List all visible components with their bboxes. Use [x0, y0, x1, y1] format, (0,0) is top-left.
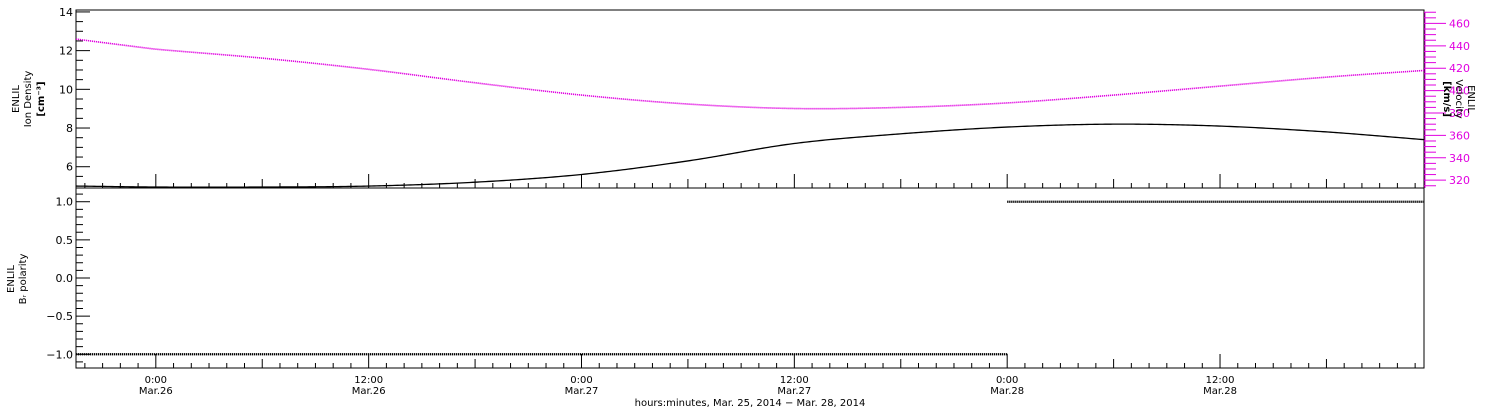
velocity-tick-label: 400 — [1449, 85, 1470, 98]
time-tick-label: 0:00 — [996, 375, 1018, 386]
time-tick-label: 12:00 — [354, 375, 383, 386]
velocity-tick-label: 320 — [1449, 174, 1470, 187]
date-tick-label: Mar.28 — [1203, 386, 1237, 397]
velocity-tick-label: 420 — [1449, 62, 1470, 75]
bottom-panel-frame — [75, 187, 1425, 369]
date-tick-label: Mar.27 — [777, 386, 811, 397]
density-series-line — [75, 123, 1425, 188]
velocity-tick-label: 360 — [1449, 129, 1470, 142]
top-right-axis: 320 340 360 380 400 420 440 460 — [1424, 11, 1470, 188]
density-tick-label: 6 — [66, 161, 73, 174]
bottom-left-axis: −1.0 −0.5 0.0 0.5 1.0 — [46, 193, 90, 363]
velocity-tick-label: 340 — [1449, 152, 1470, 165]
time-axis: 0:00Mar.2612:00Mar.260:00Mar.2712:00Mar.… — [84, 174, 1416, 397]
date-tick-label: Mar.27 — [565, 386, 599, 397]
density-axis-label-unit: [cm⁻³] — [36, 81, 47, 116]
polarity-tick-label: −0.5 — [46, 310, 73, 323]
polarity-axis-label-line1: ENLIL — [6, 265, 17, 293]
time-tick-label: 0:00 — [570, 375, 592, 386]
time-axis-title: hours:minutes, Mar. 25, 2014 − Mar. 28, … — [635, 398, 866, 409]
polarity-tick-label: 1.0 — [56, 196, 74, 209]
date-tick-label: Mar.26 — [352, 386, 386, 397]
density-tick-label: 12 — [59, 45, 73, 58]
velocity-tick-label: 380 — [1449, 107, 1470, 120]
velocity-axis-label-line1: ENLIL — [1465, 85, 1476, 113]
time-tick-label: 12:00 — [1206, 375, 1235, 386]
density-axis-label-line2: Ion Density — [23, 71, 34, 128]
polarity-axis-label-line2: Bᵣ polarity — [18, 254, 29, 305]
polarity-tick-label: 0.5 — [56, 234, 74, 247]
time-tick-label: 0:00 — [145, 375, 167, 386]
bottom-series-group — [76, 200, 1424, 356]
density-tick-label: 8 — [66, 122, 73, 135]
velocity-tick-label: 440 — [1449, 40, 1470, 53]
top-panel-frame — [75, 9, 1425, 189]
date-tick-label: Mar.26 — [139, 386, 173, 397]
bottom-panel: −1.0 −0.5 0.0 0.5 1.0 ENLIL Bᵣ polarity — [6, 187, 1425, 369]
velocity-axis-label-line2: Velocity — [1453, 79, 1464, 118]
density-tick-label: 14 — [59, 6, 73, 19]
density-axis-label-line1: ENLIL — [11, 85, 22, 113]
date-tick-label: Mar.28 — [990, 386, 1024, 397]
top-left-axis: 6 8 10 12 14 — [59, 6, 90, 187]
polarity-tick-label: −1.0 — [46, 348, 73, 361]
velocity-axis-label-unit: [km/s] — [1441, 81, 1452, 117]
velocity-tick-label: 460 — [1449, 17, 1470, 30]
top-series-group — [75, 38, 1425, 188]
time-tick-label: 12:00 — [780, 375, 809, 386]
polarity-tick-label: 0.0 — [56, 272, 74, 285]
density-tick-label: 10 — [59, 83, 73, 96]
